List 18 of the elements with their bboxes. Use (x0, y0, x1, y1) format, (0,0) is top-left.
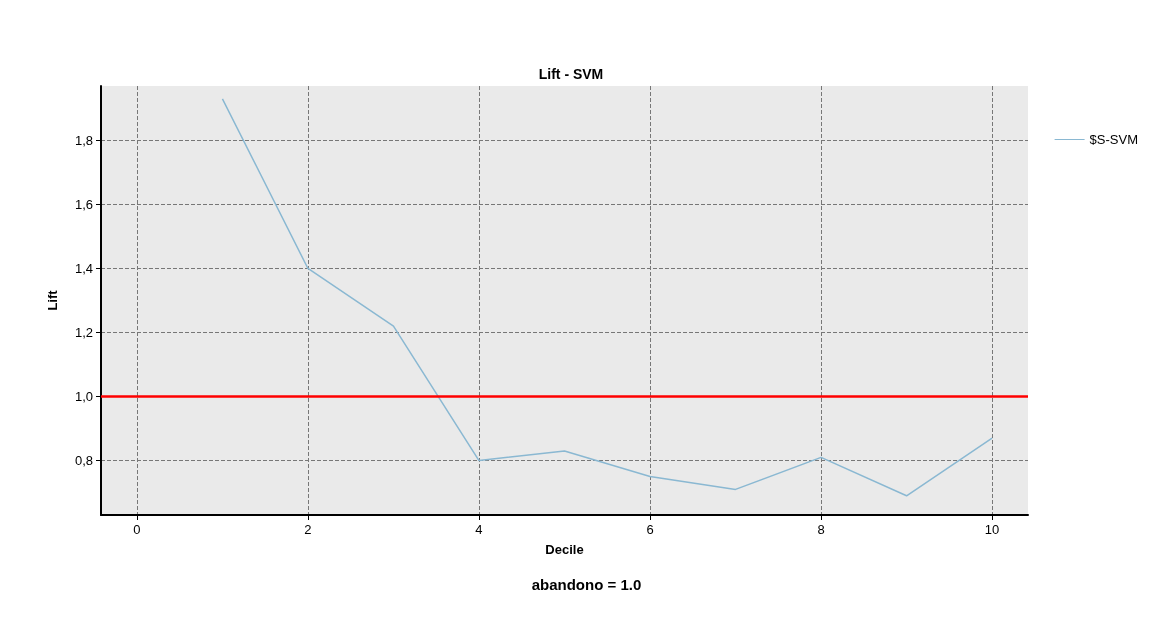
x-tick-label: 2 (304, 522, 312, 537)
x-tick-label: 10 (984, 522, 1000, 537)
y-tick-label: 1,0 (74, 389, 93, 405)
y-tick-label: 1,2 (74, 325, 93, 341)
y-tick-label: 1,4 (74, 260, 93, 276)
y-tick-label: 1,8 (74, 132, 93, 148)
y-tick-label: 0,8 (74, 453, 93, 469)
legend-label: $S-SVM (1089, 132, 1139, 147)
x-axis-title: Decile (545, 542, 584, 557)
x-tick-label: 0 (133, 522, 141, 537)
line-series (221, 98, 993, 497)
x-tick-label: 8 (817, 522, 825, 537)
text: abandono = 1.0 (531, 576, 642, 593)
y-axis-title: Lift (45, 289, 60, 311)
x-tick-label: 6 (646, 522, 654, 537)
y-tick-label: 1,6 (74, 196, 93, 212)
x-tick-label: 4 (475, 522, 483, 537)
chart-title: Lift - SVM (538, 66, 604, 82)
